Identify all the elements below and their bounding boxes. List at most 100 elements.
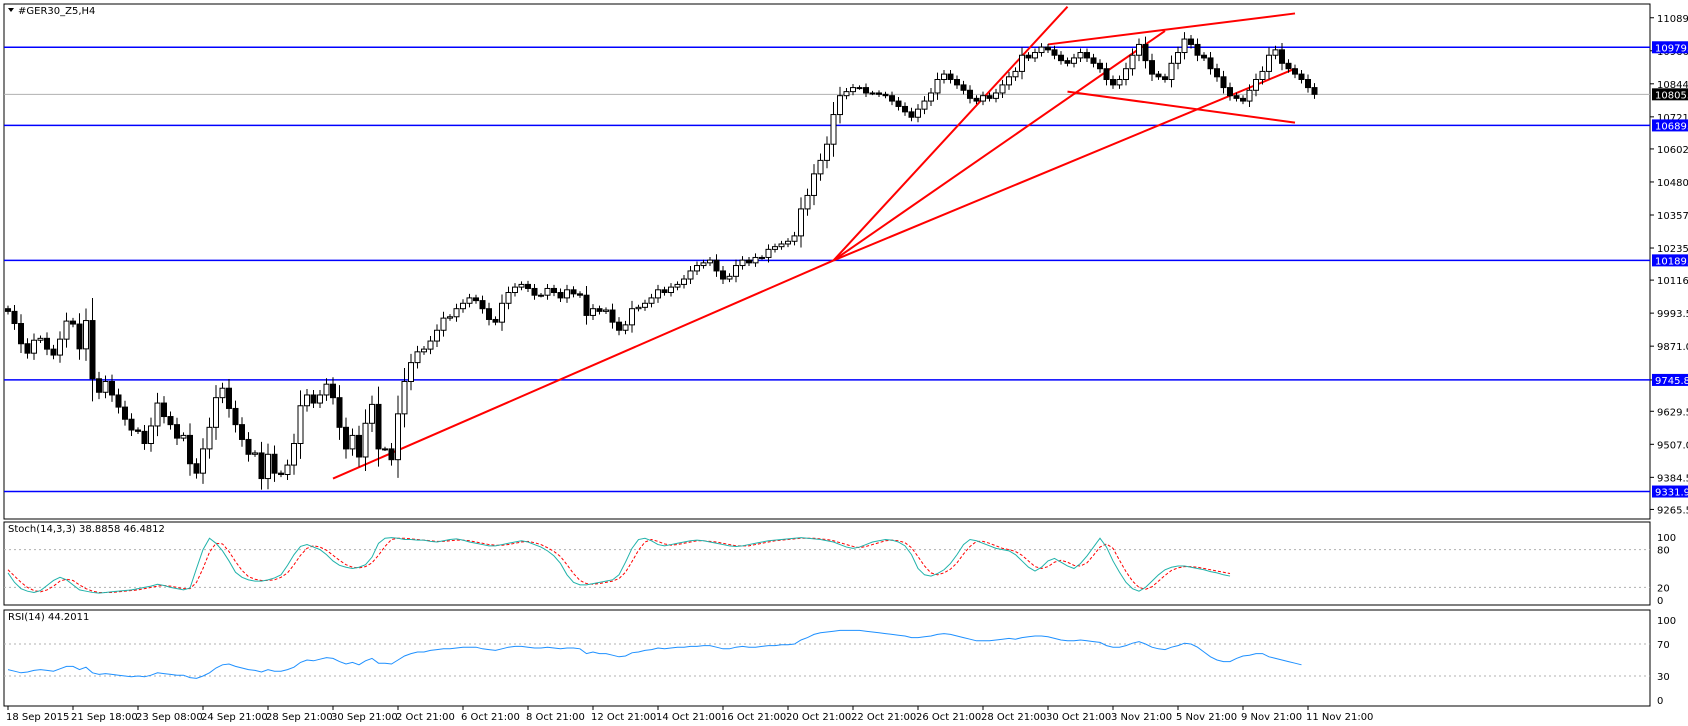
candle — [1279, 49, 1285, 64]
candle — [1123, 68, 1129, 80]
price-tick-label: 10480.0 — [1657, 178, 1688, 189]
candle — [128, 418, 135, 431]
rsi-tick-label: 100 — [1657, 616, 1676, 627]
candle — [1246, 89, 1253, 102]
candle — [629, 308, 635, 326]
candle — [317, 394, 323, 404]
candle — [154, 402, 161, 427]
candle — [616, 321, 622, 331]
candle — [830, 114, 837, 145]
candle — [109, 380, 115, 396]
candle — [70, 320, 76, 325]
candle — [271, 453, 278, 474]
candle — [1233, 95, 1240, 99]
candle — [1272, 49, 1279, 56]
candle — [206, 426, 213, 450]
candle — [1188, 38, 1194, 45]
time-tick-label: 9 Nov 21:00 — [1241, 712, 1302, 723]
candle — [1103, 68, 1110, 80]
candle — [648, 297, 655, 304]
candle — [908, 111, 915, 118]
candle — [765, 248, 772, 258]
candle — [1025, 54, 1032, 59]
level-label-box — [1652, 119, 1688, 132]
time-tick-label: 16 Oct 21:00 — [721, 712, 786, 723]
candle — [141, 430, 148, 445]
candle — [96, 378, 102, 393]
candle — [382, 448, 388, 451]
time-tick-label: 11 Nov 21:00 — [1306, 712, 1373, 723]
candle — [707, 259, 713, 264]
time-tick-label: 18 Sep 2015 — [6, 712, 69, 723]
rsi-indicator: 100 70 30 0 — [4, 616, 1676, 707]
stoch-pane-frame — [3, 521, 1651, 606]
time-tick-label: 30 Oct 21:00 — [1046, 712, 1111, 723]
time-tick-label: 21 Sep 18:00 — [71, 712, 138, 723]
candle — [804, 194, 811, 210]
time-tick-label: 3 Nov 21:00 — [1111, 712, 1172, 723]
candle — [213, 397, 219, 428]
candle — [1168, 62, 1175, 80]
candle — [258, 452, 265, 480]
candle — [57, 338, 63, 356]
candle — [1097, 62, 1103, 70]
trend-line[interactable] — [332, 259, 834, 480]
candle — [882, 93, 889, 97]
candle — [1071, 57, 1077, 64]
candle — [1136, 43, 1142, 56]
candle — [180, 434, 187, 439]
main-chart-frame — [3, 3, 1651, 520]
candle — [401, 380, 408, 415]
candle — [1207, 57, 1214, 70]
candle — [310, 394, 317, 404]
time-tick-label: 28 Sep 21:00 — [266, 712, 333, 723]
trend-line[interactable] — [832, 30, 1166, 262]
candle — [700, 262, 707, 267]
level-label: 9331.9 — [1655, 488, 1688, 499]
level-label-box — [1652, 41, 1688, 54]
trend-line[interactable] — [1047, 12, 1296, 46]
time-tick-label: 5 Nov 21:00 — [1176, 712, 1237, 723]
candle — [1012, 70, 1019, 78]
candle — [499, 302, 505, 323]
time-tick-label: 6 Oct 21:00 — [461, 712, 520, 723]
candle — [609, 309, 616, 323]
candle — [63, 320, 70, 340]
trend-line[interactable] — [1067, 90, 1296, 124]
price-tick-label: 9993.5 — [1657, 309, 1688, 320]
candle — [362, 422, 369, 458]
candle — [1064, 60, 1071, 64]
candle — [934, 78, 941, 94]
candle — [603, 309, 609, 312]
candles — [5, 32, 1318, 490]
time-tick-label: 8 Oct 21:00 — [526, 712, 585, 723]
current-price-box — [1652, 88, 1688, 101]
trend-line[interactable] — [833, 67, 1296, 262]
candle — [960, 84, 967, 91]
candle — [408, 362, 414, 382]
rsi-title: RSI(14) 44.2011 — [8, 612, 89, 623]
candle — [681, 278, 687, 285]
triangle-down-icon[interactable] — [8, 8, 14, 12]
stoch-signal-line — [7, 537, 1231, 593]
candle — [349, 434, 356, 450]
candle — [434, 329, 440, 342]
candle — [395, 413, 401, 461]
candle — [577, 293, 583, 296]
level-label: 10979.5 — [1655, 43, 1688, 54]
candle — [76, 323, 83, 350]
candle — [232, 407, 239, 426]
candle — [856, 87, 863, 90]
trend-line[interactable] — [832, 6, 1069, 262]
candle — [538, 294, 544, 297]
candle — [967, 89, 973, 99]
rsi-pane-frame — [3, 609, 1651, 707]
candle — [733, 265, 739, 277]
candle — [174, 424, 180, 439]
candle — [720, 270, 726, 280]
time-tick-label: 12 Oct 21:00 — [591, 712, 656, 723]
candle — [135, 429, 141, 432]
time-tick-label: 22 Oct 21:00 — [851, 712, 916, 723]
candle — [817, 159, 824, 175]
